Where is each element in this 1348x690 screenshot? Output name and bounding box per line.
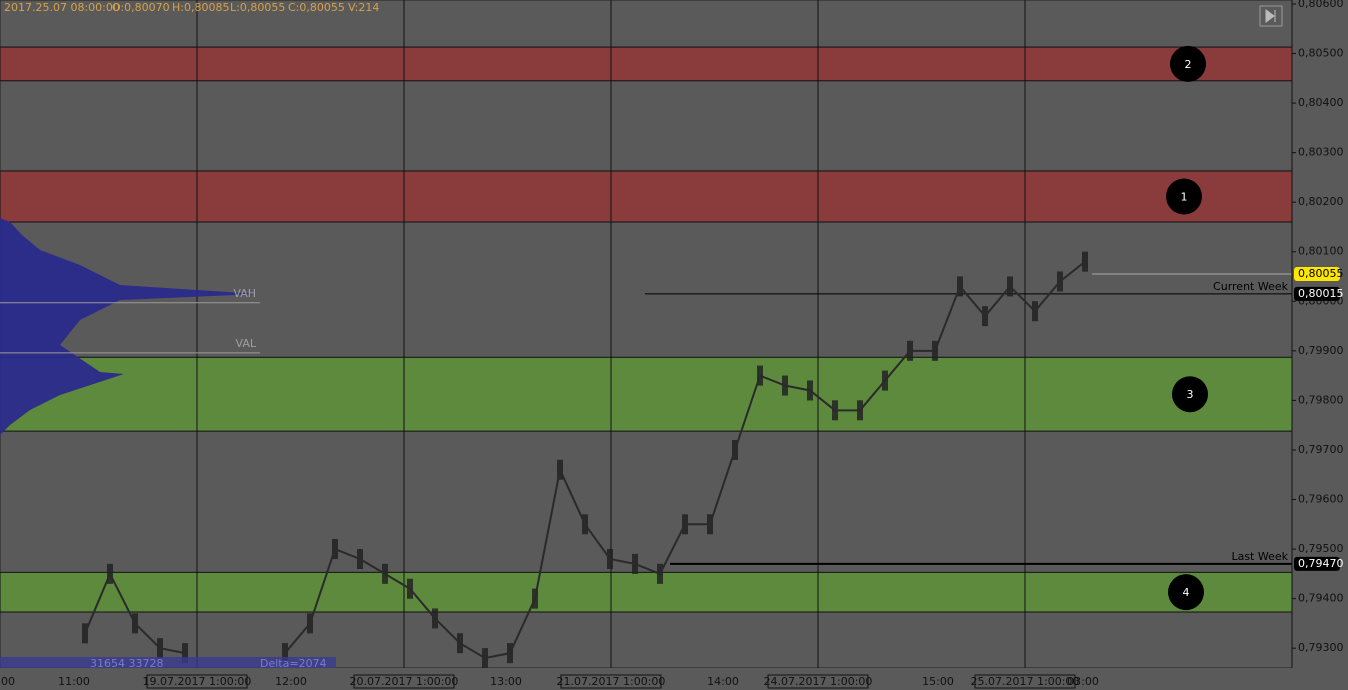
scroll-end-icon [1265, 9, 1276, 23]
price-tag-label: 0,80015 [1298, 287, 1344, 300]
plot-area [0, 0, 1293, 669]
zone-label: 2 [1185, 58, 1192, 71]
date-box [974, 674, 1076, 689]
footer-volume: 31654 33728 [90, 657, 163, 670]
time-label: 15:00 [922, 675, 954, 688]
price-axis: 0,80600 0,80500 0,80400 0,80300 0,80200 0,801… [1291, 0, 1348, 690]
header-volume: V:214 [348, 1, 379, 14]
date-label: 25.07.2017 1:00:00 [971, 675, 1080, 688]
header-time: 2017.25.07 08:00:00 [4, 1, 120, 14]
time-label: 12:00 [275, 675, 307, 688]
zone [0, 170, 1293, 223]
date-box [146, 674, 248, 689]
price-tag-label: 0,79470 [1298, 557, 1344, 570]
price-tag [1294, 556, 1340, 571]
time-label: 13:00 [490, 675, 522, 688]
level-label: Current Week [1213, 280, 1289, 293]
axis-bg [1292, 0, 1348, 690]
y-tick-label: 0,79400 [1298, 592, 1344, 605]
last-price-tag [1294, 267, 1340, 282]
date-label: 20.07.2017 1:00:00 [350, 675, 459, 688]
footer-delta: Delta=2074 [260, 657, 327, 670]
zone-badge [1168, 574, 1204, 611]
footer-bar [0, 657, 336, 669]
zone [0, 571, 1293, 613]
date-box [353, 674, 455, 689]
y-tick-label: 0,80600 [1298, 0, 1344, 10]
header-high: H:0,80085 [172, 1, 229, 14]
date-box [560, 674, 662, 689]
zone-label: 3 [1187, 388, 1194, 401]
y-tick-label: 0,80200 [1298, 195, 1344, 208]
zone-label: 1 [1181, 190, 1188, 203]
date-label: 21.07.2017 1:00:00 [557, 675, 666, 688]
date-label: 19.07.2017 1:00:00 [143, 675, 252, 688]
zone-label: 4 [1183, 586, 1190, 599]
header-close: C:0,80055 [288, 1, 345, 14]
date-box [767, 674, 869, 689]
time-label: 11:00 [58, 675, 90, 688]
level-label: Last Week [1231, 550, 1288, 563]
y-tick-label: 0,79500 [1298, 542, 1344, 555]
y-tick-label: 0,80100 [1298, 245, 1344, 258]
last-price-label: 0,80055 [1298, 267, 1344, 280]
zones: 2 1 3 4 [0, 45, 1293, 613]
y-tick-label: 0,79300 [1298, 641, 1344, 654]
time-label: 00 [1, 675, 15, 688]
zone-badge [1166, 178, 1202, 215]
level-label: VAL [236, 337, 257, 350]
marks: VAH VAL Current Week Last Week [0, 251, 1292, 669]
zone-badge [1170, 45, 1206, 82]
level-label: VAH [233, 287, 256, 300]
price-tag [1294, 286, 1340, 301]
volume-profile [0, 218, 258, 435]
header-low: L:0,80055 [230, 1, 285, 14]
zone-badge [1172, 376, 1208, 413]
y-tick-label: 0,79800 [1298, 393, 1344, 406]
y-tick-label: 0,79600 [1298, 493, 1344, 506]
header-open: O:0,80070 [112, 1, 170, 14]
time-axis-bg [0, 668, 1292, 690]
y-tick-label: 0,80300 [1298, 146, 1344, 159]
y-tick-label: 0,79900 [1298, 344, 1344, 357]
y-tick-label: 0,79700 [1298, 443, 1344, 456]
zone [0, 46, 1293, 82]
zone [0, 356, 1293, 432]
price-trace [84, 260, 1086, 660]
date-label: 24.07.2017 1:00:00 [764, 675, 873, 688]
y-tick-label: 0,80500 [1298, 47, 1344, 60]
time-label: 14:00 [707, 675, 739, 688]
y-tick-label: 0,80400 [1298, 96, 1344, 109]
